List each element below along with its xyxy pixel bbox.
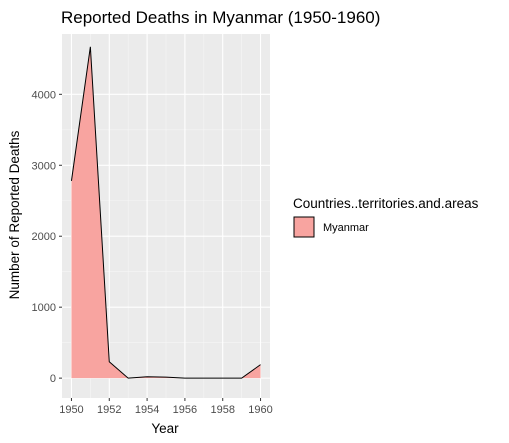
y-tick-label: 1000 xyxy=(32,302,56,314)
x-axis: 1950 1952 1954 1956 1958 1960 xyxy=(59,398,273,416)
y-tick-label: 2000 xyxy=(32,231,56,243)
legend-key-myanmar xyxy=(293,216,315,238)
legend: Countries..territories.and.areas Myanmar xyxy=(293,196,479,238)
y-tick-label: 0 xyxy=(50,373,56,385)
x-tick-label: 1950 xyxy=(59,404,83,416)
area-fill-myanmar xyxy=(71,46,261,379)
y-axis: 0 1000 2000 3000 4000 xyxy=(32,89,62,385)
x-tick-label: 1956 xyxy=(173,404,197,416)
x-tick-label: 1958 xyxy=(210,404,234,416)
legend-label-myanmar: Myanmar xyxy=(323,222,369,234)
legend-title: Countries..territories.and.areas xyxy=(293,196,479,211)
chart-title: Reported Deaths in Myanmar (1950-1960) xyxy=(61,8,380,27)
x-tick-label: 1952 xyxy=(97,404,121,416)
y-axis-title: Number of Reported Deaths xyxy=(7,130,22,299)
x-tick-label: 1954 xyxy=(135,404,159,416)
area-layer xyxy=(70,46,261,379)
y-tick-label: 4000 xyxy=(32,89,56,101)
y-tick-label: 3000 xyxy=(32,160,56,172)
x-tick-label: 1960 xyxy=(248,404,272,416)
x-axis-title: Year xyxy=(151,421,179,436)
area-outline-myanmar xyxy=(70,46,261,379)
